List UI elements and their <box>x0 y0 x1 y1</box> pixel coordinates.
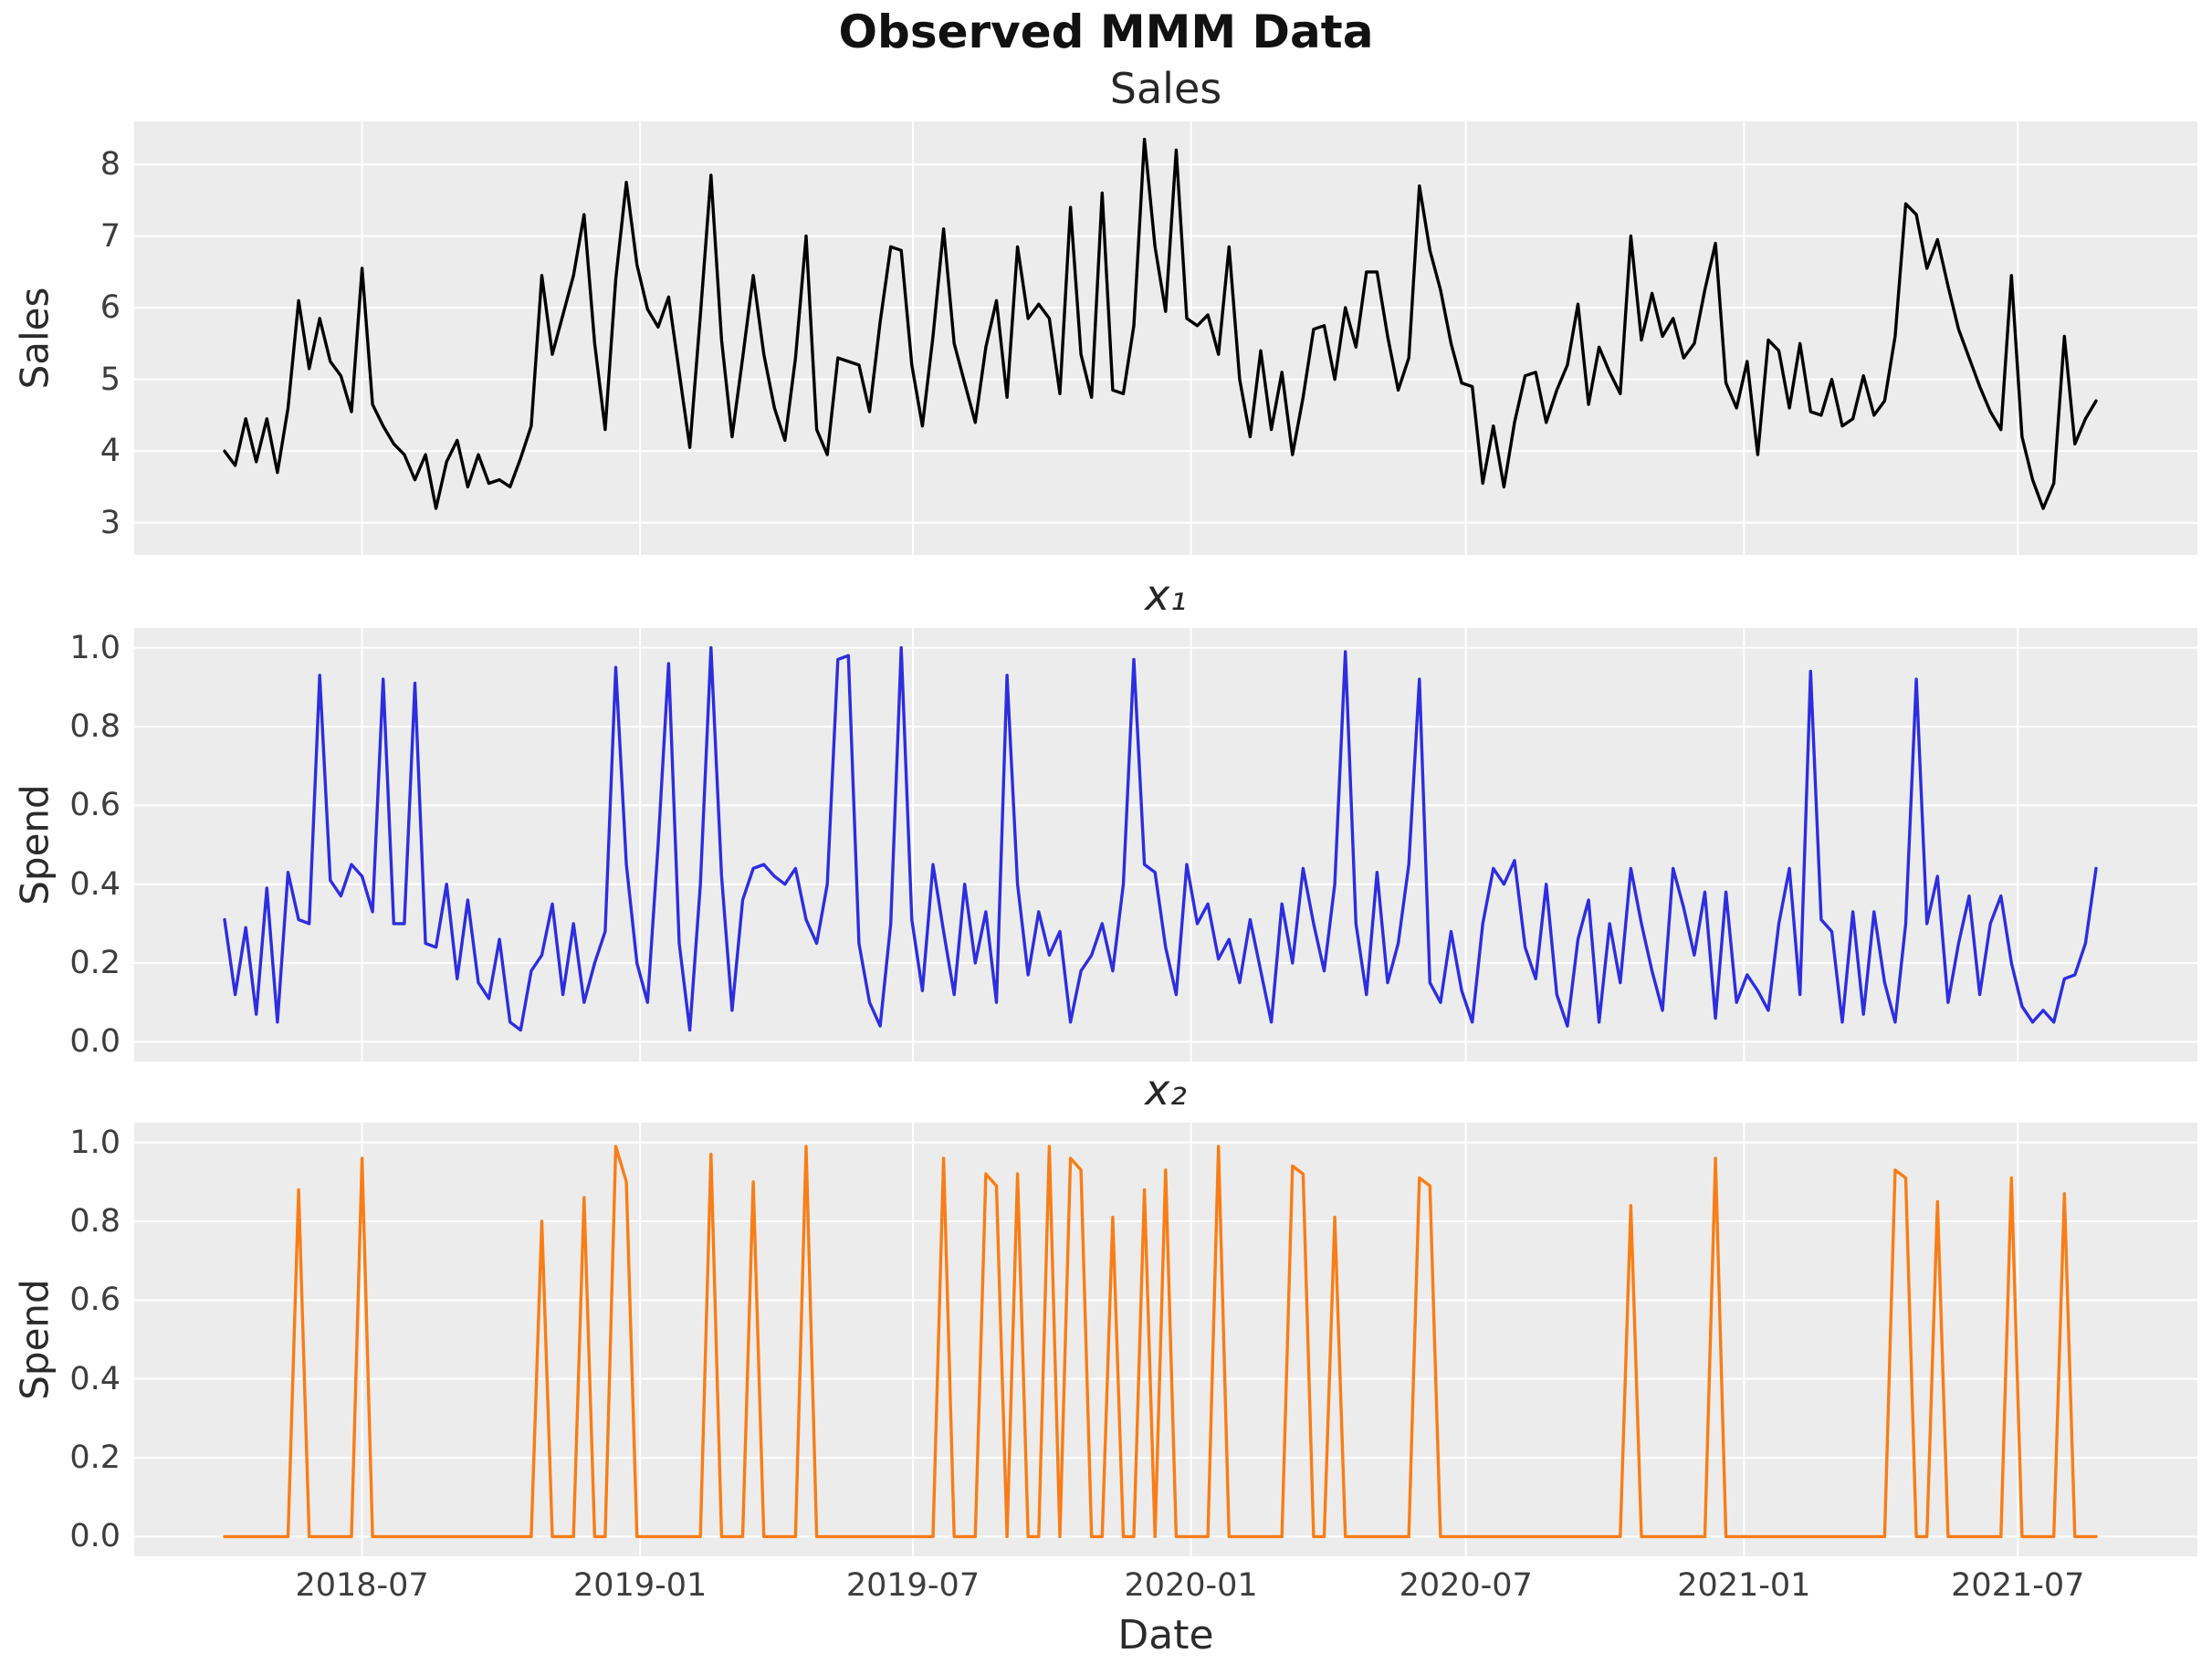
plot-panel-2 <box>134 1123 2197 1556</box>
y-tick-label: 4 <box>100 433 121 470</box>
y-tick-label: 7 <box>100 217 121 255</box>
x-tick-label: 2020-07 <box>1399 1567 1533 1604</box>
x-axis-label: Date <box>1117 1612 1214 1659</box>
y-tick-label: 0.4 <box>69 865 121 903</box>
y-tick-label: 0.6 <box>69 787 121 824</box>
y-tick-label: 6 <box>100 289 121 327</box>
y-tick-label: 0.2 <box>69 1439 121 1477</box>
y-tick-label: 0.4 <box>69 1360 121 1397</box>
x-tick-label: 2019-07 <box>845 1567 980 1604</box>
plot-panel-1 <box>134 628 2197 1062</box>
panel-background <box>134 121 2197 555</box>
panel-title-x1: x₁ <box>1145 570 1187 620</box>
panel-background <box>134 628 2197 1062</box>
series-line-x1 <box>223 645 2098 1032</box>
y-tick-label: 3 <box>100 504 121 541</box>
x-tick-label: 2020-01 <box>1124 1567 1258 1604</box>
series-line-x2 <box>223 1145 2098 1539</box>
figure-title: Observed MMM Data <box>838 5 1374 58</box>
x-tick-label: 2021-07 <box>1951 1567 2085 1604</box>
series-line-sales <box>223 137 2098 510</box>
x-tick-label: 2019-01 <box>573 1567 708 1604</box>
y-tick-label: 0.6 <box>69 1282 121 1319</box>
panel-title-sales: Sales <box>1109 64 1222 113</box>
y-tick-label: 0.2 <box>69 945 121 982</box>
x-tick-label: 2018-07 <box>295 1567 429 1604</box>
panel-title-x2: x₂ <box>1145 1065 1187 1115</box>
y-tick-label: 5 <box>100 361 121 398</box>
y-tick-label: 8 <box>100 146 121 183</box>
y-tick-label: 0.8 <box>69 1202 121 1240</box>
y-tick-label: 0.8 <box>69 707 121 745</box>
y-tick-label: 1.0 <box>69 629 121 666</box>
y-tick-label: 0.0 <box>69 1518 121 1555</box>
x-tick-label: 2021-01 <box>1677 1567 1811 1604</box>
y-tick-label: 0.0 <box>69 1023 121 1061</box>
plot-panel-0 <box>134 121 2197 555</box>
y-tick-label: 1.0 <box>69 1124 121 1161</box>
